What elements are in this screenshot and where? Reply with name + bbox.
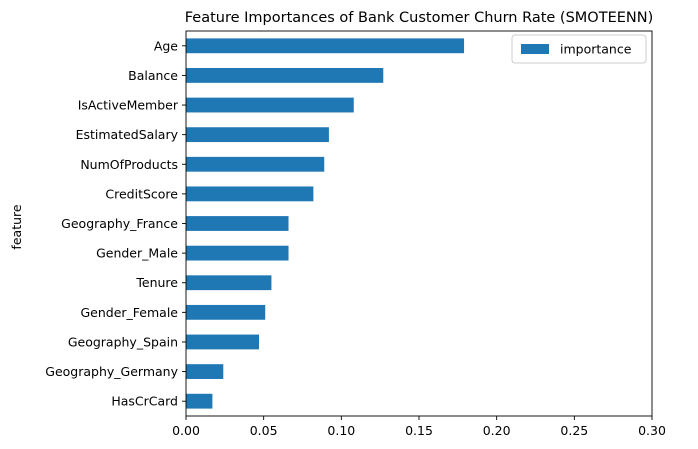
bar-estimatedsalary	[186, 127, 329, 143]
bar-isactivemember	[186, 97, 354, 113]
legend-label: importance	[560, 42, 632, 57]
legend: importance	[511, 34, 647, 64]
x-tick-label: 0.25	[560, 423, 588, 438]
bars-layer	[186, 38, 465, 409]
x-tick-label: 0.20	[483, 423, 511, 438]
y-tick-label: EstimatedSalary	[76, 127, 179, 142]
legend-swatch	[521, 44, 549, 54]
y-tick-label: Gender_Male	[96, 246, 178, 261]
x-tick-label: 0.15	[405, 423, 433, 438]
y-tick-label: NumOfProducts	[80, 157, 178, 172]
y-tick-label: Age	[154, 38, 178, 53]
x-tick-layer: 0.00 0.05 0.10 0.15 0.20 0.25 0.30	[172, 416, 666, 438]
y-tick-label: Gender_Female	[80, 305, 178, 320]
bar-geography-germany	[186, 364, 224, 379]
bar-creditscore	[186, 186, 314, 202]
legend-box	[511, 34, 647, 64]
bar-geography-france	[186, 216, 289, 231]
y-tick-label: Balance	[128, 68, 178, 83]
plot-frame	[185, 30, 653, 417]
y-tick-label: CreditScore	[105, 186, 178, 201]
chart-title: Feature Importances of Bank Customer Chu…	[185, 10, 654, 26]
bar-tenure	[186, 275, 272, 291]
y-tick-label: HasCrCard	[111, 394, 178, 409]
bar-gender-male	[186, 245, 289, 261]
y-tick-label: Tenure	[135, 275, 178, 290]
y-tick-label: Geography_Spain	[68, 334, 178, 349]
x-tick-label: 0.00	[172, 423, 200, 438]
bar-balance	[186, 68, 384, 83]
x-tick-label: 0.05	[250, 423, 278, 438]
y-tick-label: IsActiveMember	[78, 98, 179, 113]
y-tick-label: Geography_France	[61, 216, 178, 231]
x-tick-label: 0.10	[327, 423, 355, 438]
y-tick-label: Geography_Germany	[45, 364, 178, 379]
bar-hascrcard	[186, 393, 213, 409]
bar-geography-spain	[186, 334, 260, 350]
bar-age	[186, 38, 465, 54]
y-axis-label: feature	[9, 204, 24, 249]
x-tick-label: 0.30	[638, 423, 666, 438]
bar-numofproducts	[186, 156, 325, 172]
y-tick-layer: Age Balance IsActiveMember EstimatedSalary N…	[45, 38, 186, 409]
bar-gender-female	[186, 304, 266, 320]
